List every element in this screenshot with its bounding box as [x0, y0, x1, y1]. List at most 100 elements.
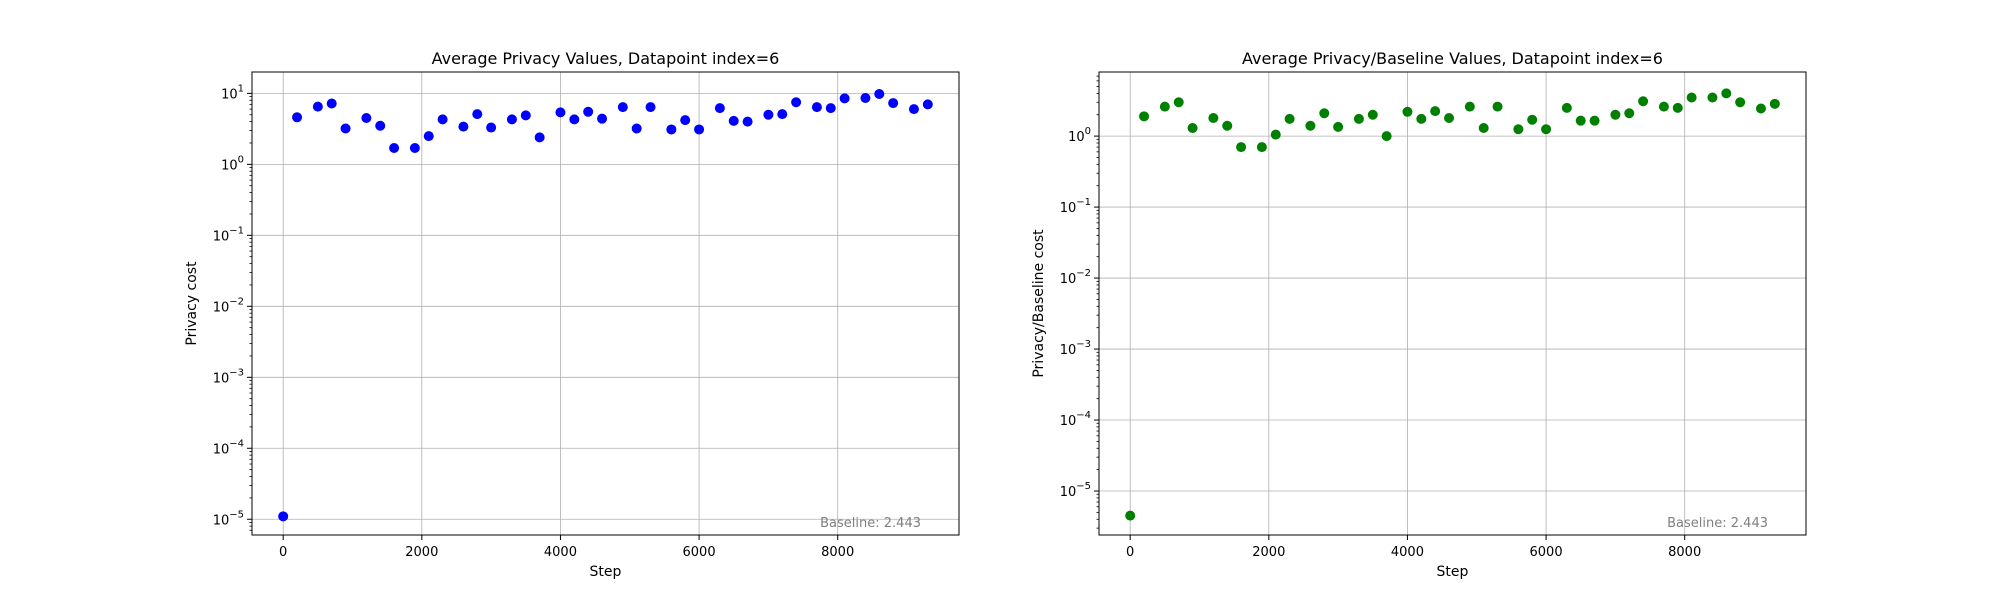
data-point	[1402, 106, 1413, 117]
y-axis-label: Privacy/Baseline cost	[1031, 229, 1047, 378]
data-point	[874, 88, 885, 99]
data-point	[645, 102, 656, 113]
data-point	[472, 109, 483, 120]
data-point	[361, 112, 372, 123]
data-point	[1492, 101, 1503, 112]
data-point	[1624, 108, 1635, 119]
y-tick-label: 10−1	[213, 225, 244, 244]
data-point	[908, 104, 919, 115]
data-point	[1589, 115, 1600, 126]
data-point	[458, 121, 469, 132]
y-tick-label: 10−1	[1060, 197, 1091, 216]
y-tick-label: 10−2	[1060, 268, 1091, 287]
y-tick-label: 10−5	[213, 509, 244, 528]
y-tick-label: 10−3	[213, 367, 244, 386]
data-point	[409, 142, 420, 153]
data-point	[597, 113, 608, 124]
x-axis-label: Step	[1437, 564, 1469, 580]
data-point	[922, 99, 933, 110]
chart-title: Average Privacy Values, Datapoint index=…	[432, 49, 780, 68]
data-point	[728, 115, 739, 126]
y-tick-label: 10−4	[213, 438, 244, 457]
data-point	[1381, 131, 1392, 142]
y-tick-label: 101	[221, 83, 244, 102]
data-point	[1561, 102, 1572, 113]
data-point	[1541, 124, 1552, 135]
data-point	[1527, 114, 1538, 125]
data-point	[1735, 97, 1746, 108]
data-point	[777, 109, 788, 120]
data-point	[555, 107, 566, 118]
data-point	[694, 124, 705, 135]
data-point	[312, 101, 323, 112]
data-point	[1208, 112, 1219, 123]
data-point	[1256, 142, 1267, 153]
y-tick-label: 10−4	[1060, 410, 1091, 429]
data-point	[666, 124, 677, 135]
x-tick-label: 6000	[1530, 545, 1563, 560]
data-point	[278, 511, 289, 522]
data-point	[1610, 109, 1621, 120]
chart-panel-privacy: 0 2000 4000 6000 8000 10−5 10−4 10−3 10−2 10−1 100…	[184, 49, 960, 580]
data-point	[1159, 101, 1170, 112]
x-tick-label: 8000	[1668, 545, 1701, 560]
data-point	[340, 123, 351, 134]
data-point	[1139, 111, 1150, 122]
x-axis-label: Step	[590, 564, 622, 580]
data-point	[1686, 92, 1697, 103]
y-tick-label: 10−3	[1060, 339, 1091, 358]
y-tick-label: 100	[221, 154, 244, 173]
y-tick-label: 10−5	[1060, 481, 1091, 500]
chart-title: Average Privacy/Baseline Values, Datapoi…	[1242, 49, 1663, 68]
data-point	[1353, 113, 1364, 124]
data-point	[1187, 123, 1198, 134]
y-tick-label: 10−2	[213, 296, 244, 315]
data-point	[763, 109, 774, 120]
y-axis-label: Privacy cost	[184, 261, 200, 346]
data-point	[292, 112, 303, 123]
data-points	[278, 88, 933, 522]
data-point	[825, 103, 836, 114]
data-point	[1416, 113, 1427, 124]
data-point	[486, 122, 497, 133]
data-point	[1755, 103, 1766, 114]
data-point	[1707, 92, 1718, 103]
x-tick-label: 2000	[405, 545, 438, 560]
data-point	[1236, 142, 1247, 153]
data-point	[860, 93, 871, 104]
data-point	[631, 123, 642, 134]
data-point	[1513, 124, 1524, 135]
data-point	[1478, 123, 1489, 134]
data-point	[437, 114, 448, 125]
data-point	[1270, 129, 1281, 140]
data-point	[1672, 102, 1683, 113]
x-tick-label: 8000	[821, 545, 854, 560]
data-point	[1333, 121, 1344, 132]
data-point	[839, 93, 850, 104]
data-point	[1125, 510, 1136, 521]
data-point	[1173, 97, 1184, 108]
data-point	[1444, 112, 1455, 123]
chart-panel-privacy-baseline: 0 2000 4000 6000 8000 10−5 10−4 10−3 10−2 10−1 100…	[1031, 49, 1807, 580]
grid	[252, 72, 959, 535]
data-point	[617, 102, 628, 113]
data-point	[1638, 96, 1649, 107]
data-point	[423, 131, 434, 142]
data-point	[326, 98, 337, 109]
data-point	[569, 114, 580, 125]
data-point	[1721, 88, 1732, 99]
data-point	[714, 103, 725, 114]
data-point	[1430, 106, 1441, 117]
x-tick-label: 4000	[1391, 545, 1424, 560]
x-tick-label: 2000	[1252, 545, 1285, 560]
data-point	[1464, 101, 1475, 112]
data-point	[888, 98, 899, 109]
baseline-annotation: Baseline: 2.443	[820, 516, 921, 531]
x-tick-label: 6000	[683, 545, 716, 560]
data-point	[534, 132, 545, 143]
data-point	[1367, 109, 1378, 120]
data-point	[1575, 115, 1586, 126]
data-points	[1125, 88, 1780, 521]
data-point	[1769, 98, 1780, 109]
